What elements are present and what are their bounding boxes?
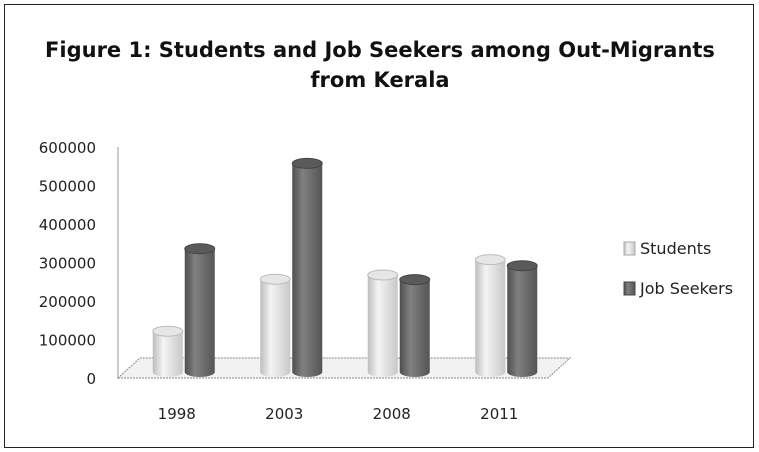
bar-base — [507, 367, 538, 377]
bar-body — [292, 163, 323, 372]
bar-base — [152, 367, 183, 377]
y-tick-label: 500000 — [39, 178, 96, 196]
bar-cap — [259, 273, 291, 285]
bar-base — [367, 367, 398, 377]
bar-body — [475, 259, 506, 372]
legend: Students Job Seekers — [623, 239, 733, 298]
x-tick-label: 2003 — [265, 405, 303, 423]
y-tick-label: 100000 — [39, 332, 96, 350]
bar-body — [507, 265, 538, 372]
bar-cap — [367, 269, 399, 281]
bar-students-1998 — [152, 325, 184, 377]
y-tick-label: 0 — [86, 370, 96, 388]
legend-label: Students — [640, 239, 711, 258]
bar-job-seekers-2003 — [291, 157, 323, 377]
bar-job-seekers-2011 — [506, 260, 538, 377]
x-tick-label: 1998 — [158, 405, 196, 423]
x-tick-label: 2008 — [373, 405, 411, 423]
bar-cap — [399, 274, 431, 286]
chart-floor — [116, 357, 572, 379]
bar-body — [260, 279, 291, 372]
bar-cap — [474, 254, 506, 266]
bar-students-2011 — [474, 254, 506, 377]
bars-layer — [152, 157, 538, 377]
bar-body — [367, 274, 398, 372]
bar-body — [152, 331, 183, 372]
bar-body — [399, 279, 430, 372]
y-tick-label: 200000 — [39, 293, 96, 311]
y-tick-label: 400000 — [39, 216, 96, 234]
chart-title: Figure 1: Students and Job Seekers among… — [5, 35, 755, 95]
chart-title-line1: Figure 1: Students and Job Seekers among… — [45, 38, 715, 62]
axis-layer: 0 100000 200000 300000 400000 500000 600000 199… — [39, 139, 572, 423]
bar-base — [292, 367, 323, 377]
bar-base — [399, 367, 430, 377]
legend-label: Job Seekers — [639, 279, 733, 298]
bar-base — [184, 367, 215, 377]
bar-cap — [184, 243, 216, 255]
bar-cap — [152, 325, 184, 337]
bar-cap — [291, 157, 323, 169]
x-tick-label: 2011 — [480, 405, 518, 423]
chart-title-line2: from Kerala — [310, 68, 450, 92]
y-tick-label: 600000 — [39, 139, 96, 157]
bar-body — [184, 248, 215, 372]
legend-swatch — [623, 241, 636, 256]
bar-students-2003 — [259, 273, 291, 377]
bar-job-seekers-1998 — [184, 243, 216, 377]
legend-swatch — [623, 281, 636, 296]
bar-base — [260, 367, 291, 377]
y-tick-label: 300000 — [39, 255, 96, 273]
bar-students-2008 — [367, 269, 399, 377]
bar-cap — [506, 260, 538, 272]
bar-base — [475, 367, 506, 377]
bar-job-seekers-2008 — [399, 274, 431, 377]
